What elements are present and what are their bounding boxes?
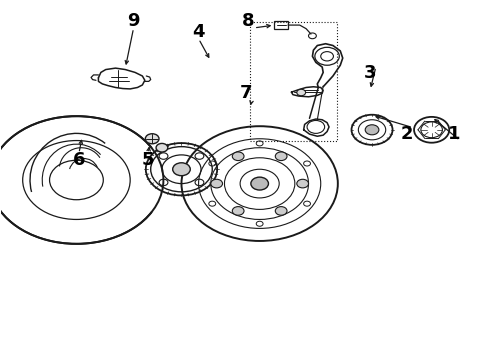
Circle shape: [232, 207, 244, 215]
Text: 7: 7: [240, 84, 252, 102]
Circle shape: [146, 134, 159, 144]
Circle shape: [211, 179, 222, 188]
Text: 9: 9: [127, 13, 140, 31]
Circle shape: [251, 177, 269, 190]
Circle shape: [275, 207, 287, 215]
Circle shape: [275, 152, 287, 161]
Bar: [250, 22, 337, 140]
Text: 6: 6: [73, 151, 85, 169]
Circle shape: [297, 179, 309, 188]
Text: 8: 8: [242, 13, 254, 31]
Text: 2: 2: [401, 125, 414, 143]
Circle shape: [365, 125, 379, 135]
Text: 1: 1: [448, 125, 461, 143]
Circle shape: [172, 163, 190, 176]
Circle shape: [297, 89, 306, 96]
Bar: [274, 21, 288, 30]
Text: 5: 5: [142, 151, 154, 169]
Circle shape: [232, 152, 244, 161]
Text: 3: 3: [364, 64, 376, 82]
Text: 4: 4: [193, 23, 205, 41]
Circle shape: [156, 143, 168, 152]
